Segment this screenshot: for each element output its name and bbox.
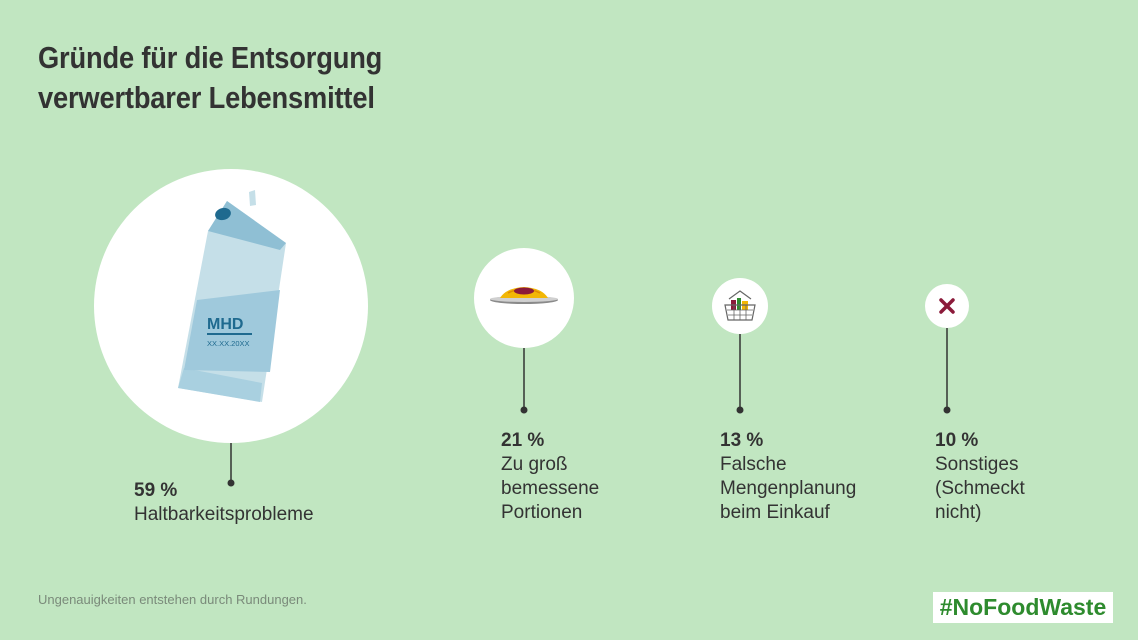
shopping-basket-icon bbox=[724, 290, 756, 321]
milk-carton-icon: MHD XX.XX.20XX bbox=[178, 190, 286, 402]
bubble-haltbarkeit: MHD XX.XX.20XX bbox=[94, 169, 368, 487]
pasta-plate-icon bbox=[490, 287, 558, 304]
connector-dot bbox=[736, 406, 744, 414]
value-label: 21 % bbox=[501, 430, 545, 451]
category-label: Haltbarkeitsprobleme bbox=[134, 504, 314, 525]
chart-title: Gründe für die Entsorgung verwertbarer L… bbox=[38, 38, 382, 118]
label-mengenplanung: 13 % Falsche Mengenplanung beim Einkauf bbox=[720, 429, 856, 525]
bubble-sonstiges bbox=[925, 284, 969, 414]
carton-label: MHD bbox=[207, 316, 243, 333]
hashtag-badge: #NoFoodWaste bbox=[933, 592, 1113, 623]
category-label: Falsche Mengenplanung beim Einkauf bbox=[720, 454, 857, 523]
label-haltbarkeit: 59 % Haltbarkeitsprobleme bbox=[134, 479, 314, 527]
category-label: Sonstiges (Schmeckt nicht) bbox=[935, 454, 1025, 523]
value-label: 59 % bbox=[134, 480, 178, 501]
title-line-1: Gründe für die Entsorgung bbox=[38, 40, 383, 75]
connector-dot bbox=[520, 406, 528, 414]
bubble-portionen bbox=[474, 248, 574, 414]
x-mark-icon bbox=[939, 298, 955, 314]
footnote: Ungenauigkeiten entstehen durch Rundunge… bbox=[38, 592, 307, 607]
value-label: 10 % bbox=[935, 430, 979, 451]
value-label: 13 % bbox=[720, 430, 764, 451]
bubble-mengenplanung bbox=[712, 278, 768, 414]
label-portionen: 21 % Zu groß bemessene Portionen bbox=[501, 429, 599, 525]
label-sonstiges: 10 % Sonstiges (Schmeckt nicht) bbox=[935, 429, 1025, 525]
connector-dot bbox=[943, 406, 951, 414]
category-label: Zu groß bemessene Portionen bbox=[501, 454, 600, 523]
title-line-2: verwertbarer Lebensmittel bbox=[38, 80, 375, 115]
carton-date: XX.XX.20XX bbox=[207, 339, 250, 348]
connector-dot bbox=[227, 479, 235, 487]
